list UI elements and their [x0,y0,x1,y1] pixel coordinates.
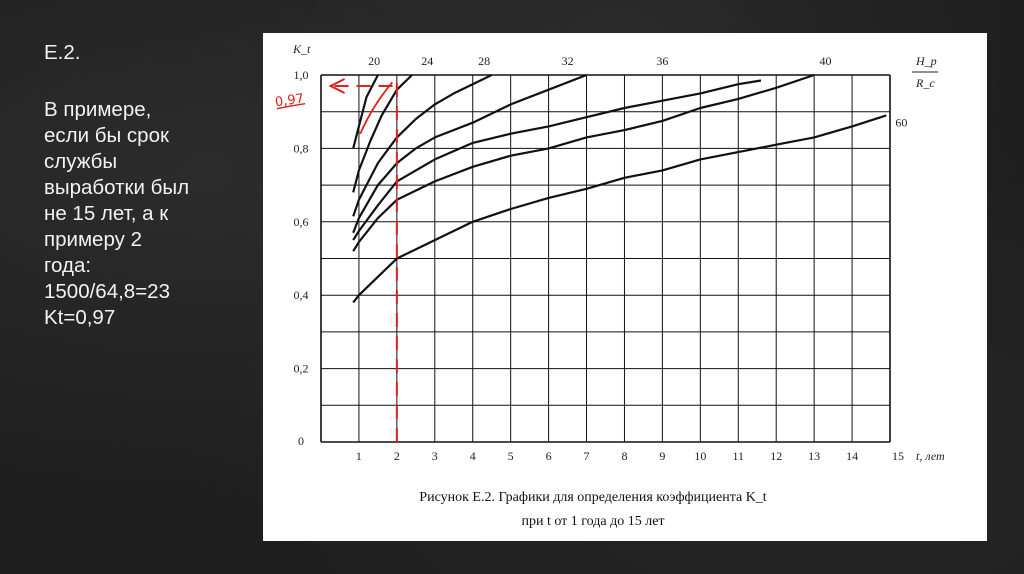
x-tick-label: 9 [659,449,665,463]
annotation-arrow-head [328,78,346,94]
curve-label-40: 40 [820,54,832,68]
y-tick-label: 0,2 [294,362,309,376]
slide-body-line: года: [44,254,92,277]
x-tick-label: 11 [732,449,744,463]
curve-60 [352,114,887,304]
curve-24 [352,74,413,193]
kt-chart: 1 2 3 4 5 6 7 8 9 10 11 12 13 14 1500,20,40,60,81,0K_t… [274,42,945,529]
y-tick-label: 0,6 [294,215,309,229]
slide-body-line: не 15 лет, а к [44,202,169,225]
x-tick-label: 4 [470,449,476,463]
curve-label-32: 32 [562,54,574,68]
slide-body-line: В примере, [44,98,152,121]
x-tick-label: 5 [508,449,514,463]
y-tick-label: 0,8 [294,141,309,155]
slide-body-line: 1500/64,8=23 [44,280,170,303]
legend-title-numerator: H_p [915,54,937,68]
curve-label-60: 60 [895,115,907,129]
curve-40 [352,73,815,252]
figure-caption-title: Рисунок Е.2. Графики для определения коэ… [419,490,767,505]
curve-label-24: 24 [421,54,433,68]
slide-body-line: если бы срок [44,124,169,147]
x-tick-label: 3 [432,449,438,463]
y-tick-label: 1,0 [294,68,309,82]
x-axis-label: t, лет [916,449,945,463]
curve-28 [352,74,493,217]
figure-caption-subtitle: при t от 1 года до 15 лет [521,514,664,529]
annotation-hand-underline [276,102,306,110]
x-tick-label: 14 [846,449,858,463]
x-tick-label: 7 [584,449,590,463]
x-tick-label: 1 [356,449,362,463]
figure-panel: 1 2 3 4 5 6 7 8 9 10 11 12 13 14 15 0 0,2 0,4 0,6 0,8 1,0 K_t… [263,33,987,541]
x-tick-label: 8 [621,449,627,463]
slide-body-line: службы [44,150,118,173]
slide-body-line: Kt=0,97 [44,306,116,329]
annotation-hand-arc [359,81,394,135]
x-tick-label: 10 [694,449,706,463]
curve-label-20: 20 [368,54,380,68]
y-tick-label: 0 [298,434,304,448]
y-axis-label: K_t [292,42,311,56]
annotation-hand-label: 0,97 [274,91,305,110]
y-tick-label: 0,4 [294,288,309,302]
slide-body: В примере, если бы срок службы выработки бы… [44,97,249,331]
x-tick-label: 12 [770,449,782,463]
slide-text-block: Е.2. В примере, если бы срок службы выработ… [44,40,249,331]
curve-label-28: 28 [478,54,490,68]
slide-body-line: примеру 2 [44,228,142,251]
curve-32 [352,73,587,234]
slide-heading: Е.2. [44,41,81,64]
x-tick-label: 13 [808,449,820,463]
x-tick-label: 15 [892,449,904,463]
curve-label-36: 36 [656,54,668,68]
x-tick-label: 6 [546,449,552,463]
curve-20 [352,74,379,149]
curve-36 [352,79,762,241]
legend-title-denominator: R_c [915,76,935,90]
x-tick-label: 2 [394,449,400,463]
slide-body-line: выработки был [44,176,190,199]
